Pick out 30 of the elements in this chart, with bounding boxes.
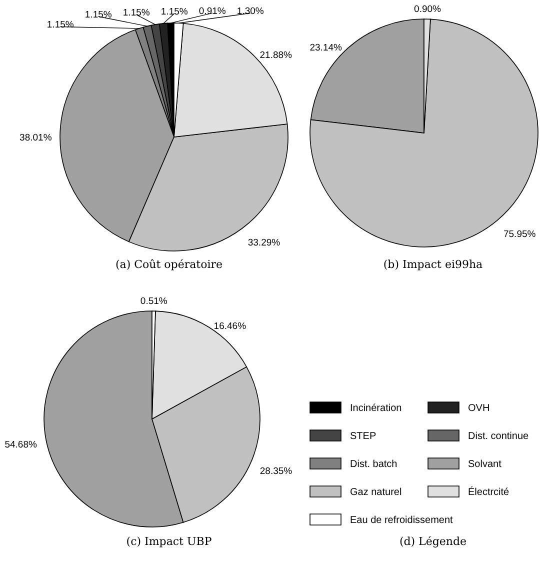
legend-label: Gaz naturel [350, 487, 402, 498]
data-label: 0.51% [140, 296, 168, 308]
pie-slice [310, 18, 538, 248]
data-label: 38.01% [20, 132, 52, 144]
legend-label: Dist. continue [468, 431, 530, 442]
legend-label: Dist. batch [350, 459, 398, 470]
legend-label: Électrcité [468, 486, 510, 498]
text: (a) Coût opératoire [116, 258, 222, 271]
data-label: 0.91% [198, 6, 226, 18]
data-label: 23.14% [310, 42, 342, 54]
data-label: 54.68% [4, 440, 38, 451]
data-label: 1.15% [160, 6, 188, 18]
data-label: 0.90% [414, 4, 442, 16]
legend-label: OVH [468, 403, 490, 414]
legend-label: Incinération [350, 403, 402, 414]
data-label: 1.15% [46, 20, 74, 31]
data-label: 28.35% [260, 466, 293, 477]
text: (c) Impact UBP [126, 535, 212, 548]
text: (b) Impact ei99ha [383, 258, 484, 271]
legend-title: (d) Légende [399, 535, 467, 548]
data-label: 1.30% [236, 6, 264, 18]
legend-label: Eau de refroidissement [350, 515, 454, 526]
legend-label: Solvant [468, 459, 502, 470]
legend-label: STEP [350, 431, 376, 442]
data-label: 16.46% [214, 320, 247, 332]
data-label: 1.15% [122, 8, 150, 19]
data-label: 21.88% [260, 50, 293, 61]
data-label: 33.29% [248, 237, 281, 248]
data-label: 1.15% [84, 9, 112, 20]
data-label: 75.95% [503, 228, 536, 240]
